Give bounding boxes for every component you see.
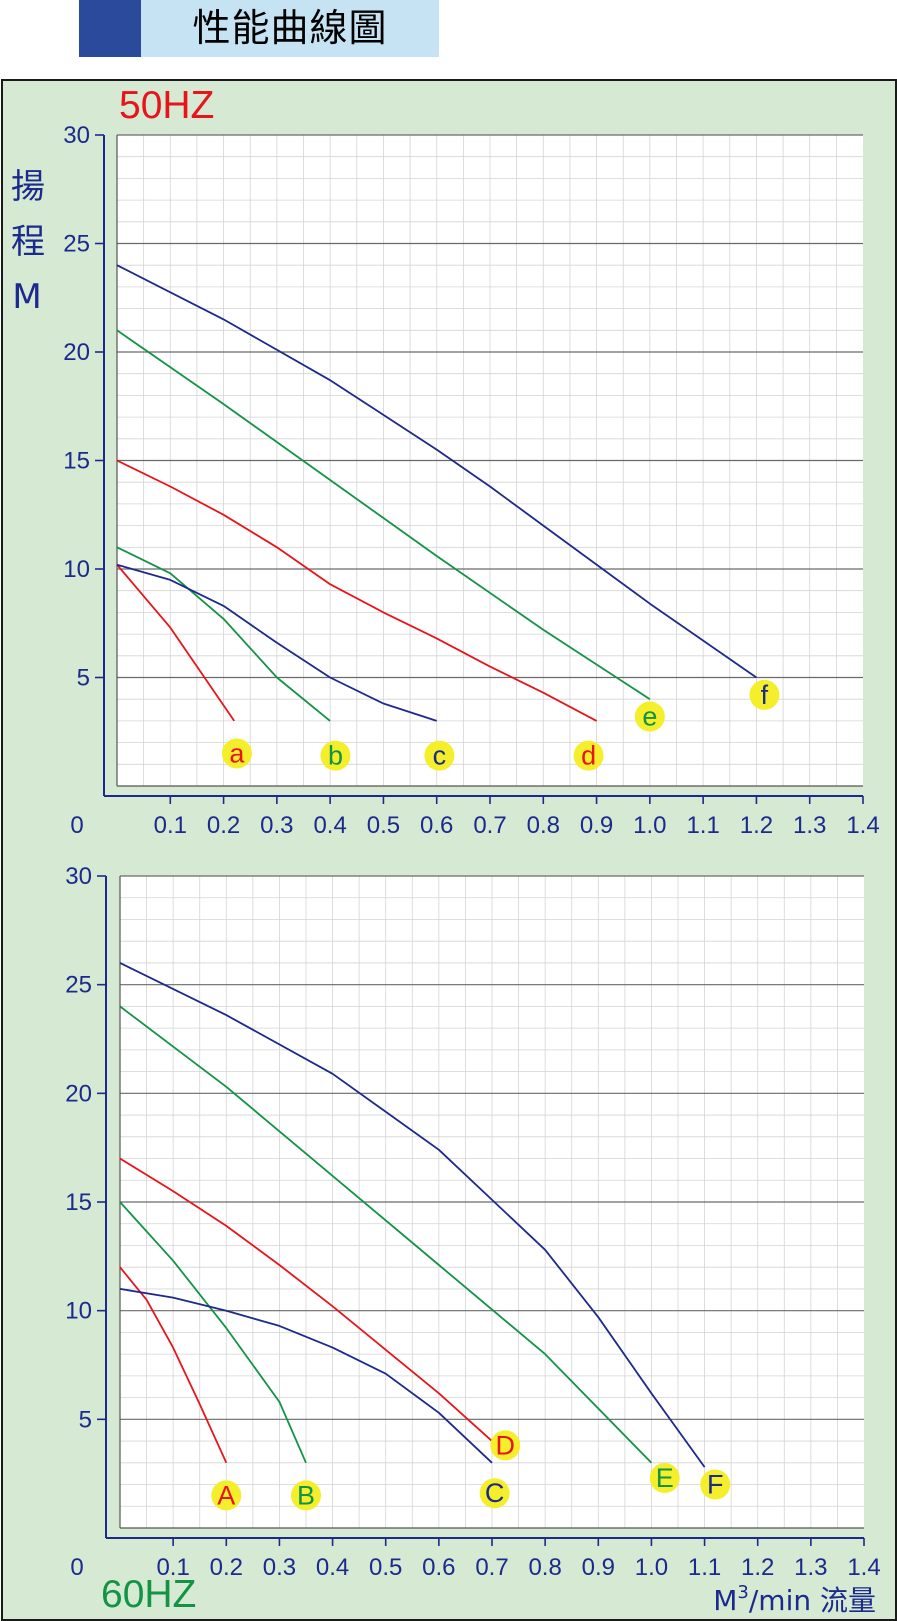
x-tick-label: 0.7: [475, 1554, 508, 1581]
x-tick-label: 1.0: [633, 812, 666, 839]
x-tick-label: 1.1: [688, 1554, 721, 1581]
series-label-marker-D: [490, 1430, 521, 1461]
x-tick-label: 0.4: [313, 812, 346, 839]
y-axis-title-char: 程: [11, 222, 45, 262]
series-line-c: [116, 563, 437, 722]
x-tick-label: 0.3: [260, 812, 293, 839]
series-label-marker-a: [221, 738, 252, 769]
series-label-marker-d: [573, 740, 604, 771]
x-tick-label: 1.1: [686, 812, 719, 839]
x-axis-title-part: /min 流量: [749, 1584, 876, 1617]
x-tick-label: 0.2: [207, 812, 240, 839]
x-tick-label: 1.3: [793, 812, 826, 839]
y-axis-title-char: 揚: [11, 167, 45, 207]
series-label-c: c: [433, 741, 447, 771]
y-tick-label: 10: [65, 1298, 92, 1325]
x-tick-label: 0.6: [420, 812, 453, 839]
header-bar: [141, 0, 439, 57]
y-tick-label: 30: [65, 863, 92, 890]
series-label-a: a: [229, 738, 245, 768]
series-line-e: [116, 329, 651, 700]
x-axis-title-part: 3: [737, 1582, 748, 1603]
y-axis-title-char: M: [12, 277, 41, 317]
series-label-d: d: [581, 741, 596, 771]
series-line-B: [119, 1201, 307, 1464]
series-label-B: B: [297, 1480, 315, 1510]
series-label-D: D: [496, 1430, 516, 1460]
x-axis-title: M3/min 流量: [713, 1582, 876, 1617]
y-tick-label: 20: [63, 339, 90, 366]
y-tick-label: 10: [63, 556, 90, 583]
series-line-a: [116, 564, 235, 722]
x-tick-label: 1.4: [846, 812, 879, 839]
series-line-D: [119, 1157, 493, 1442]
y-tick-label: 20: [65, 1080, 92, 1107]
x-tick-label: 0.1: [154, 812, 187, 839]
x-tick-label: 0.9: [580, 812, 613, 839]
page-title: 性能曲線圖: [192, 6, 388, 50]
series-label-f: f: [761, 680, 769, 710]
x-tick-label: 0.3: [263, 1554, 296, 1581]
series-line-f: [116, 264, 757, 679]
series-label-A: A: [217, 1480, 235, 1510]
x-axis-title-part: M: [713, 1584, 737, 1617]
series-label-marker-E: [649, 1463, 680, 1494]
origin-label: 0: [70, 812, 83, 839]
series-label-F: F: [707, 1470, 724, 1500]
series-label-e: e: [642, 702, 657, 732]
x-tick-label: 0.7: [473, 812, 506, 839]
y-tick-label: 25: [65, 972, 92, 999]
series-label-marker-F: [700, 1469, 731, 1500]
series-label-marker-b: [320, 740, 351, 771]
series-label-b: b: [328, 741, 343, 771]
x-tick-label: 1.0: [635, 1554, 668, 1581]
origin-label: 0: [70, 1554, 83, 1581]
x-tick-label: 1.3: [794, 1554, 827, 1581]
series-label-marker-c: [424, 740, 455, 771]
series-label-C: C: [485, 1478, 505, 1508]
series-label-marker-B: [291, 1480, 321, 1511]
series-label-marker-e: [634, 701, 665, 732]
y-tick-label: 15: [65, 1189, 92, 1216]
series-line-F: [119, 962, 706, 1468]
y-tick-label: 15: [63, 448, 90, 475]
frequency-label: 50HZ: [119, 84, 214, 127]
x-tick-label: 0.6: [422, 1554, 455, 1581]
x-tick-label: 0.8: [528, 1554, 561, 1581]
x-tick-label: 0.5: [367, 812, 400, 839]
y-tick-label: 25: [63, 231, 90, 258]
x-tick-label: 0.1: [156, 1554, 189, 1581]
y-tick-label: 5: [77, 665, 90, 692]
y-tick-label: 30: [63, 122, 90, 149]
series-label-marker-A: [211, 1480, 242, 1511]
series-label-marker-f: [749, 679, 780, 710]
series-line-A: [119, 1266, 228, 1464]
series-line-d: [116, 459, 598, 722]
x-tick-label: 0.2: [210, 1554, 243, 1581]
x-tick-label: 1.4: [847, 1554, 880, 1581]
x-tick-label: 0.9: [582, 1554, 615, 1581]
x-tick-label: 0.8: [527, 812, 560, 839]
series-line-E: [119, 1005, 653, 1464]
frequency-label: 60HZ: [101, 1573, 196, 1616]
series-line-b: [116, 546, 331, 722]
x-tick-label: 0.5: [369, 1554, 402, 1581]
y-tick-label: 5: [79, 1406, 92, 1433]
series-line-C: [119, 1288, 493, 1464]
x-tick-label: 1.2: [741, 1554, 774, 1581]
series-label-E: E: [656, 1463, 674, 1493]
x-tick-label: 0.4: [316, 1554, 349, 1581]
x-tick-label: 1.2: [740, 812, 773, 839]
series-label-marker-C: [479, 1478, 510, 1509]
header-accent-block: [79, 0, 141, 57]
